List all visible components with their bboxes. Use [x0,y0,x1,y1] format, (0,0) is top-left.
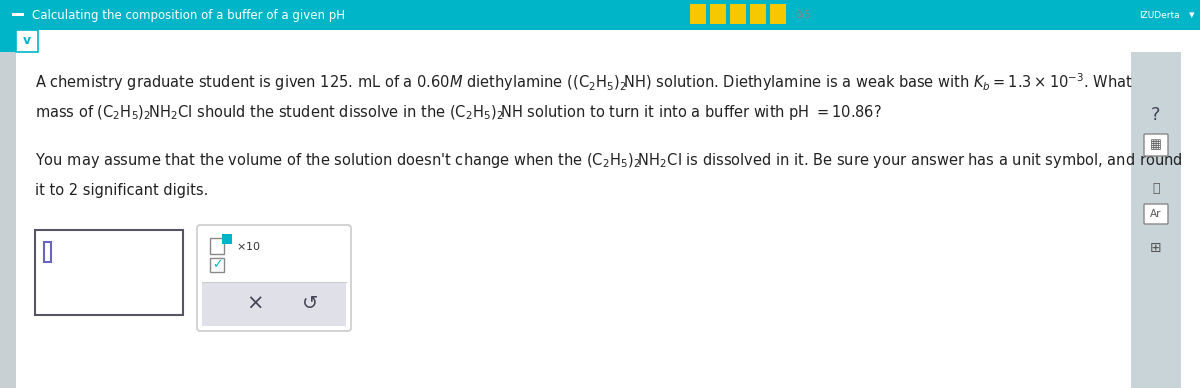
Text: ▦: ▦ [1150,139,1162,151]
Text: 0/5: 0/5 [796,10,811,20]
FancyBboxPatch shape [202,282,346,326]
FancyBboxPatch shape [750,4,766,24]
FancyBboxPatch shape [1144,134,1168,156]
FancyBboxPatch shape [1144,204,1168,224]
FancyBboxPatch shape [1132,52,1181,388]
Text: v: v [23,35,31,47]
FancyBboxPatch shape [12,13,24,16]
FancyBboxPatch shape [0,30,16,52]
FancyBboxPatch shape [16,52,1132,388]
Text: $\checkmark$: $\checkmark$ [212,258,222,270]
FancyBboxPatch shape [1120,3,1198,27]
FancyBboxPatch shape [730,4,746,24]
FancyBboxPatch shape [44,242,50,262]
FancyBboxPatch shape [35,230,182,315]
Text: ×: × [246,294,264,314]
FancyBboxPatch shape [710,4,726,24]
Text: A chemistry graduate student is given 125. mL of a 0.60$M$ diethylamine $\left(\: A chemistry graduate student is given 12… [35,71,1133,93]
Text: Calculating the composition of a buffer of a given pH: Calculating the composition of a buffer … [32,9,346,21]
Text: 📊: 📊 [1152,182,1159,194]
Text: IZUDerta: IZUDerta [1139,10,1180,19]
Text: mass of $\left(\mathrm{C_2H_5}\right)_2\!\mathrm{NH_2Cl}$ should the student dis: mass of $\left(\mathrm{C_2H_5}\right)_2\… [35,102,882,121]
FancyBboxPatch shape [197,225,352,331]
Text: $\times 10$: $\times 10$ [236,240,260,252]
FancyBboxPatch shape [210,238,224,254]
FancyBboxPatch shape [690,4,706,24]
Text: ?: ? [1151,106,1160,124]
FancyBboxPatch shape [0,30,16,388]
FancyBboxPatch shape [0,0,1200,30]
Text: ▾: ▾ [1189,10,1195,20]
FancyBboxPatch shape [770,4,786,24]
Text: ⊞: ⊞ [1150,241,1162,255]
FancyBboxPatch shape [222,234,232,244]
Text: Ar: Ar [1151,209,1162,219]
Text: You may assume that the volume of the solution doesn't change when the $\left(\m: You may assume that the volume of the so… [35,151,1182,170]
FancyBboxPatch shape [210,258,224,272]
Text: it to 2 significant digits.: it to 2 significant digits. [35,182,209,197]
Text: ↺: ↺ [302,294,318,314]
FancyBboxPatch shape [16,30,38,52]
